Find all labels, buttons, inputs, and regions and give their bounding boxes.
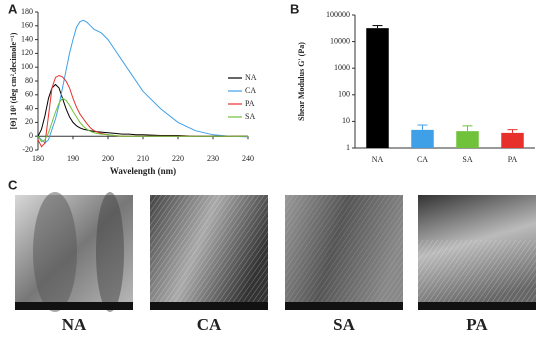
y-tick-label: 20 <box>25 117 33 126</box>
sem-texture <box>285 195 403 310</box>
bar <box>456 131 479 148</box>
image-caption: CA <box>197 315 222 334</box>
x-tick-label: 210 <box>137 154 149 163</box>
y-tick-label: 0 <box>29 131 33 140</box>
legend-label: CA <box>245 86 256 95</box>
bar <box>501 132 524 148</box>
y-tick-label: 10000 <box>330 36 350 45</box>
y-tick-label: 60 <box>25 90 33 99</box>
y-tick-label: -20 <box>22 145 33 154</box>
sem-info-bar <box>418 302 536 310</box>
x-tick-label: 200 <box>102 154 114 163</box>
y-tick-label: 120 <box>21 48 33 57</box>
image-caption: SA <box>333 315 355 334</box>
y-tick-label: 160 <box>21 21 33 30</box>
legend-label: PA <box>245 99 255 108</box>
x-tick-label: 220 <box>172 154 184 163</box>
sem-info-bar <box>15 302 133 310</box>
bar <box>366 28 389 148</box>
x-tick-label: NA <box>372 155 384 164</box>
y-tick-label: 1 <box>346 143 350 152</box>
sem-info-bar <box>285 302 403 310</box>
sem-info-bar <box>150 302 268 310</box>
sem-texture <box>96 192 124 312</box>
panel-label: C <box>8 177 18 192</box>
x-tick-label: 180 <box>32 154 44 163</box>
legend-label: NA <box>245 73 257 82</box>
y-tick-label: 80 <box>25 76 33 85</box>
sem-texture <box>418 240 536 310</box>
y-tick-label: 100000 <box>326 10 350 19</box>
image-caption: PA <box>466 315 488 334</box>
data-line <box>37 83 248 137</box>
y-tick-label: 10 <box>342 116 350 125</box>
x-tick-label: PA <box>508 155 518 164</box>
sem-texture <box>33 192 77 312</box>
y-tick-label: 1000 <box>334 63 350 72</box>
y-axis-label: Shear Modulus G' (Pa) <box>297 42 306 121</box>
y-tick-label: 40 <box>25 103 33 112</box>
x-tick-label: 190 <box>67 154 79 163</box>
y-axis-label: [Θ] 10³ (deg cm².decimole⁻¹) <box>9 32 18 129</box>
data-line <box>37 19 249 144</box>
y-tick-label: 100 <box>338 90 350 99</box>
data-line <box>37 97 248 143</box>
y-tick-label: 140 <box>21 34 33 43</box>
x-tick-label: SA <box>462 155 472 164</box>
legend-label: SA <box>245 112 255 121</box>
x-tick-label: 230 <box>207 154 219 163</box>
bar <box>411 129 434 148</box>
panel-label: B <box>290 1 299 16</box>
x-tick-label: CA <box>417 155 428 164</box>
y-tick-label: 100 <box>21 62 33 71</box>
x-tick-label: 240 <box>242 154 254 163</box>
x-axis-label: Wavelength (nm) <box>110 166 176 176</box>
sem-texture <box>150 195 268 310</box>
sem-images <box>15 192 536 312</box>
image-caption: NA <box>62 315 87 334</box>
panel-label: A <box>8 1 18 16</box>
y-tick-label: 180 <box>21 7 33 16</box>
